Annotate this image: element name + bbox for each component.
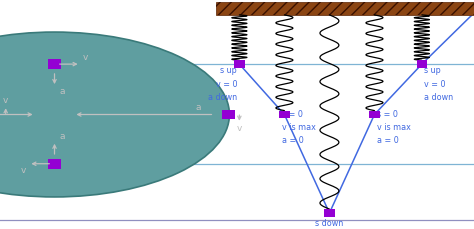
Bar — [48, 59, 61, 69]
Text: v: v — [83, 53, 88, 62]
Text: v: v — [237, 124, 242, 133]
Text: a = 0: a = 0 — [377, 136, 399, 145]
Text: s up: s up — [424, 66, 441, 75]
Text: v: v — [21, 166, 26, 175]
Text: v is max: v is max — [282, 123, 316, 132]
Text: a down: a down — [424, 93, 453, 102]
Bar — [216, 2, 474, 15]
Bar — [324, 209, 335, 217]
Text: v: v — [2, 96, 8, 105]
Bar — [48, 159, 61, 169]
Text: s = 0: s = 0 — [282, 110, 303, 119]
Bar — [417, 60, 427, 68]
Text: v = 0: v = 0 — [424, 80, 446, 89]
Text: s = 0: s = 0 — [377, 110, 398, 119]
Text: v is max: v is max — [377, 123, 410, 132]
Text: a down: a down — [208, 93, 237, 102]
Bar — [279, 111, 290, 118]
Text: a: a — [59, 132, 65, 141]
Ellipse shape — [0, 32, 229, 197]
Text: a: a — [195, 103, 201, 112]
Bar — [216, 2, 474, 15]
Text: s up: s up — [220, 66, 237, 75]
Bar — [222, 110, 235, 119]
Text: s down: s down — [315, 219, 344, 228]
Text: a: a — [59, 87, 65, 96]
Text: v = 0: v = 0 — [216, 80, 237, 89]
Bar — [234, 60, 245, 68]
Bar — [369, 111, 380, 118]
Text: a = 0: a = 0 — [282, 136, 304, 145]
